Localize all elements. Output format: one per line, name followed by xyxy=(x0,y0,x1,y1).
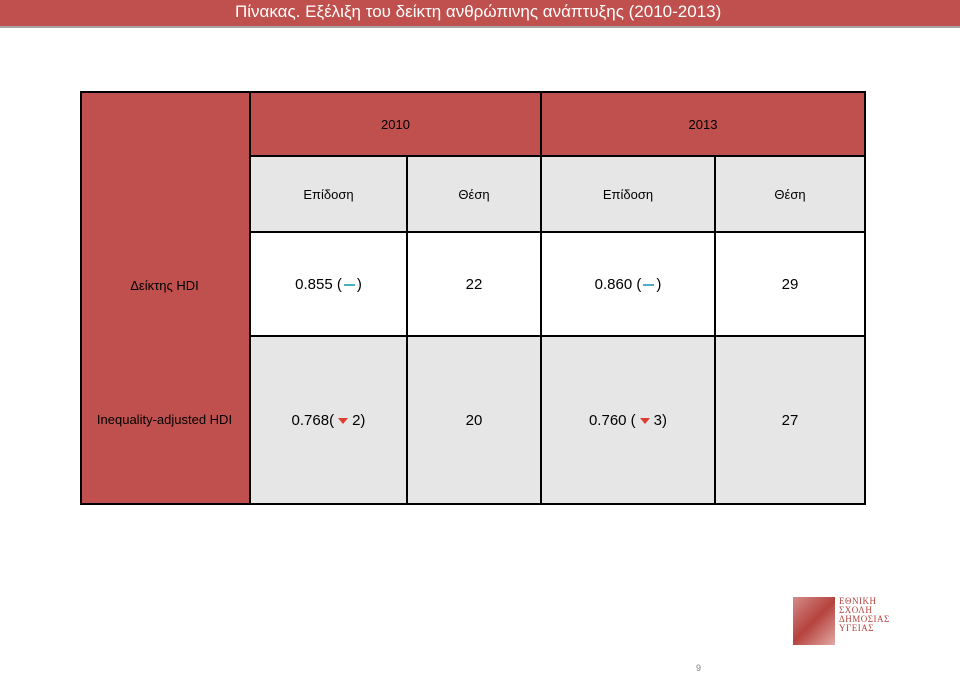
school-logo: ΕΘΝΙΚΗ ΣΧΟΛΗ ΔΗΜΟΣΙΑΣ ΥΓΕΙΑΣ xyxy=(793,597,896,645)
page-number: 9 xyxy=(696,663,702,673)
subheader-rank-2013: Θέση xyxy=(714,155,866,233)
row-label-hdi: Δείκτης HDI xyxy=(130,278,199,293)
hdi-perf-2013-cell: 0.860 () xyxy=(540,231,716,337)
hdi-table: 2010 2013 Επίδοση Θέση Επίδοση Θέση 0.85… xyxy=(80,91,866,505)
slide-title: Πίνακας. Εξέλιξη του δείκτη ανθρώπινης α… xyxy=(235,2,722,21)
hdi-perf-2013-value: 0.860 ( xyxy=(594,275,642,293)
close-paren: ) xyxy=(656,275,662,293)
close-paren: ) xyxy=(356,275,362,293)
year-header-row: 2010 2013 xyxy=(80,91,866,505)
dash-icon xyxy=(643,283,655,286)
logo-emblem-icon xyxy=(793,597,835,645)
table-row: 0.855 () 22 0.860 () 29 xyxy=(81,231,866,337)
ihdi-perf-2013-value: 0.760 ( xyxy=(588,411,636,429)
year-2010-header: 2010 xyxy=(249,91,542,157)
row-label-ihdi: Inequality-adjusted HDI xyxy=(96,412,233,427)
down-triangle-icon xyxy=(338,417,349,424)
ihdi-rank-2010: 20 xyxy=(406,335,542,505)
subheader-performance-2010: Επίδοση xyxy=(249,155,408,233)
down-triangle-icon xyxy=(639,417,650,424)
year-2013-header: 2013 xyxy=(540,91,866,157)
ihdi-perf-2010-cell: 0.768( 2) xyxy=(249,335,408,505)
ihdi-perf-2010-change: 2) xyxy=(352,411,366,429)
ihdi-perf-2013-change: 3) xyxy=(653,411,668,429)
subheader-row: Επίδοση Θέση Επίδοση Θέση xyxy=(81,155,866,233)
title-bar: Πίνακας. Εξέλιξη του δείκτη ανθρώπινης α… xyxy=(0,0,960,28)
row-label-column xyxy=(80,91,251,505)
hdi-rank-2013: 29 xyxy=(714,231,866,337)
hdi-perf-2010-value: 0.855 ( xyxy=(295,275,342,293)
hdi-perf-2010-cell: 0.855 () xyxy=(249,231,408,337)
table-row: 0.768( 2) 20 0.760 ( 3) 27 xyxy=(81,335,866,505)
dash-icon xyxy=(343,283,355,286)
subheader-performance-2013: Επίδοση xyxy=(540,155,716,233)
hdi-rank-2010: 22 xyxy=(406,231,542,337)
ihdi-rank-2013: 27 xyxy=(714,335,866,505)
logo-text: ΕΘΝΙΚΗ ΣΧΟΛΗ ΔΗΜΟΣΙΑΣ ΥΓΕΙΑΣ xyxy=(839,596,890,633)
ihdi-perf-2013-cell: 0.760 ( 3) xyxy=(540,335,716,505)
ihdi-perf-2010-value: 0.768( xyxy=(291,411,335,429)
subheader-rank-2010: Θέση xyxy=(406,155,542,233)
